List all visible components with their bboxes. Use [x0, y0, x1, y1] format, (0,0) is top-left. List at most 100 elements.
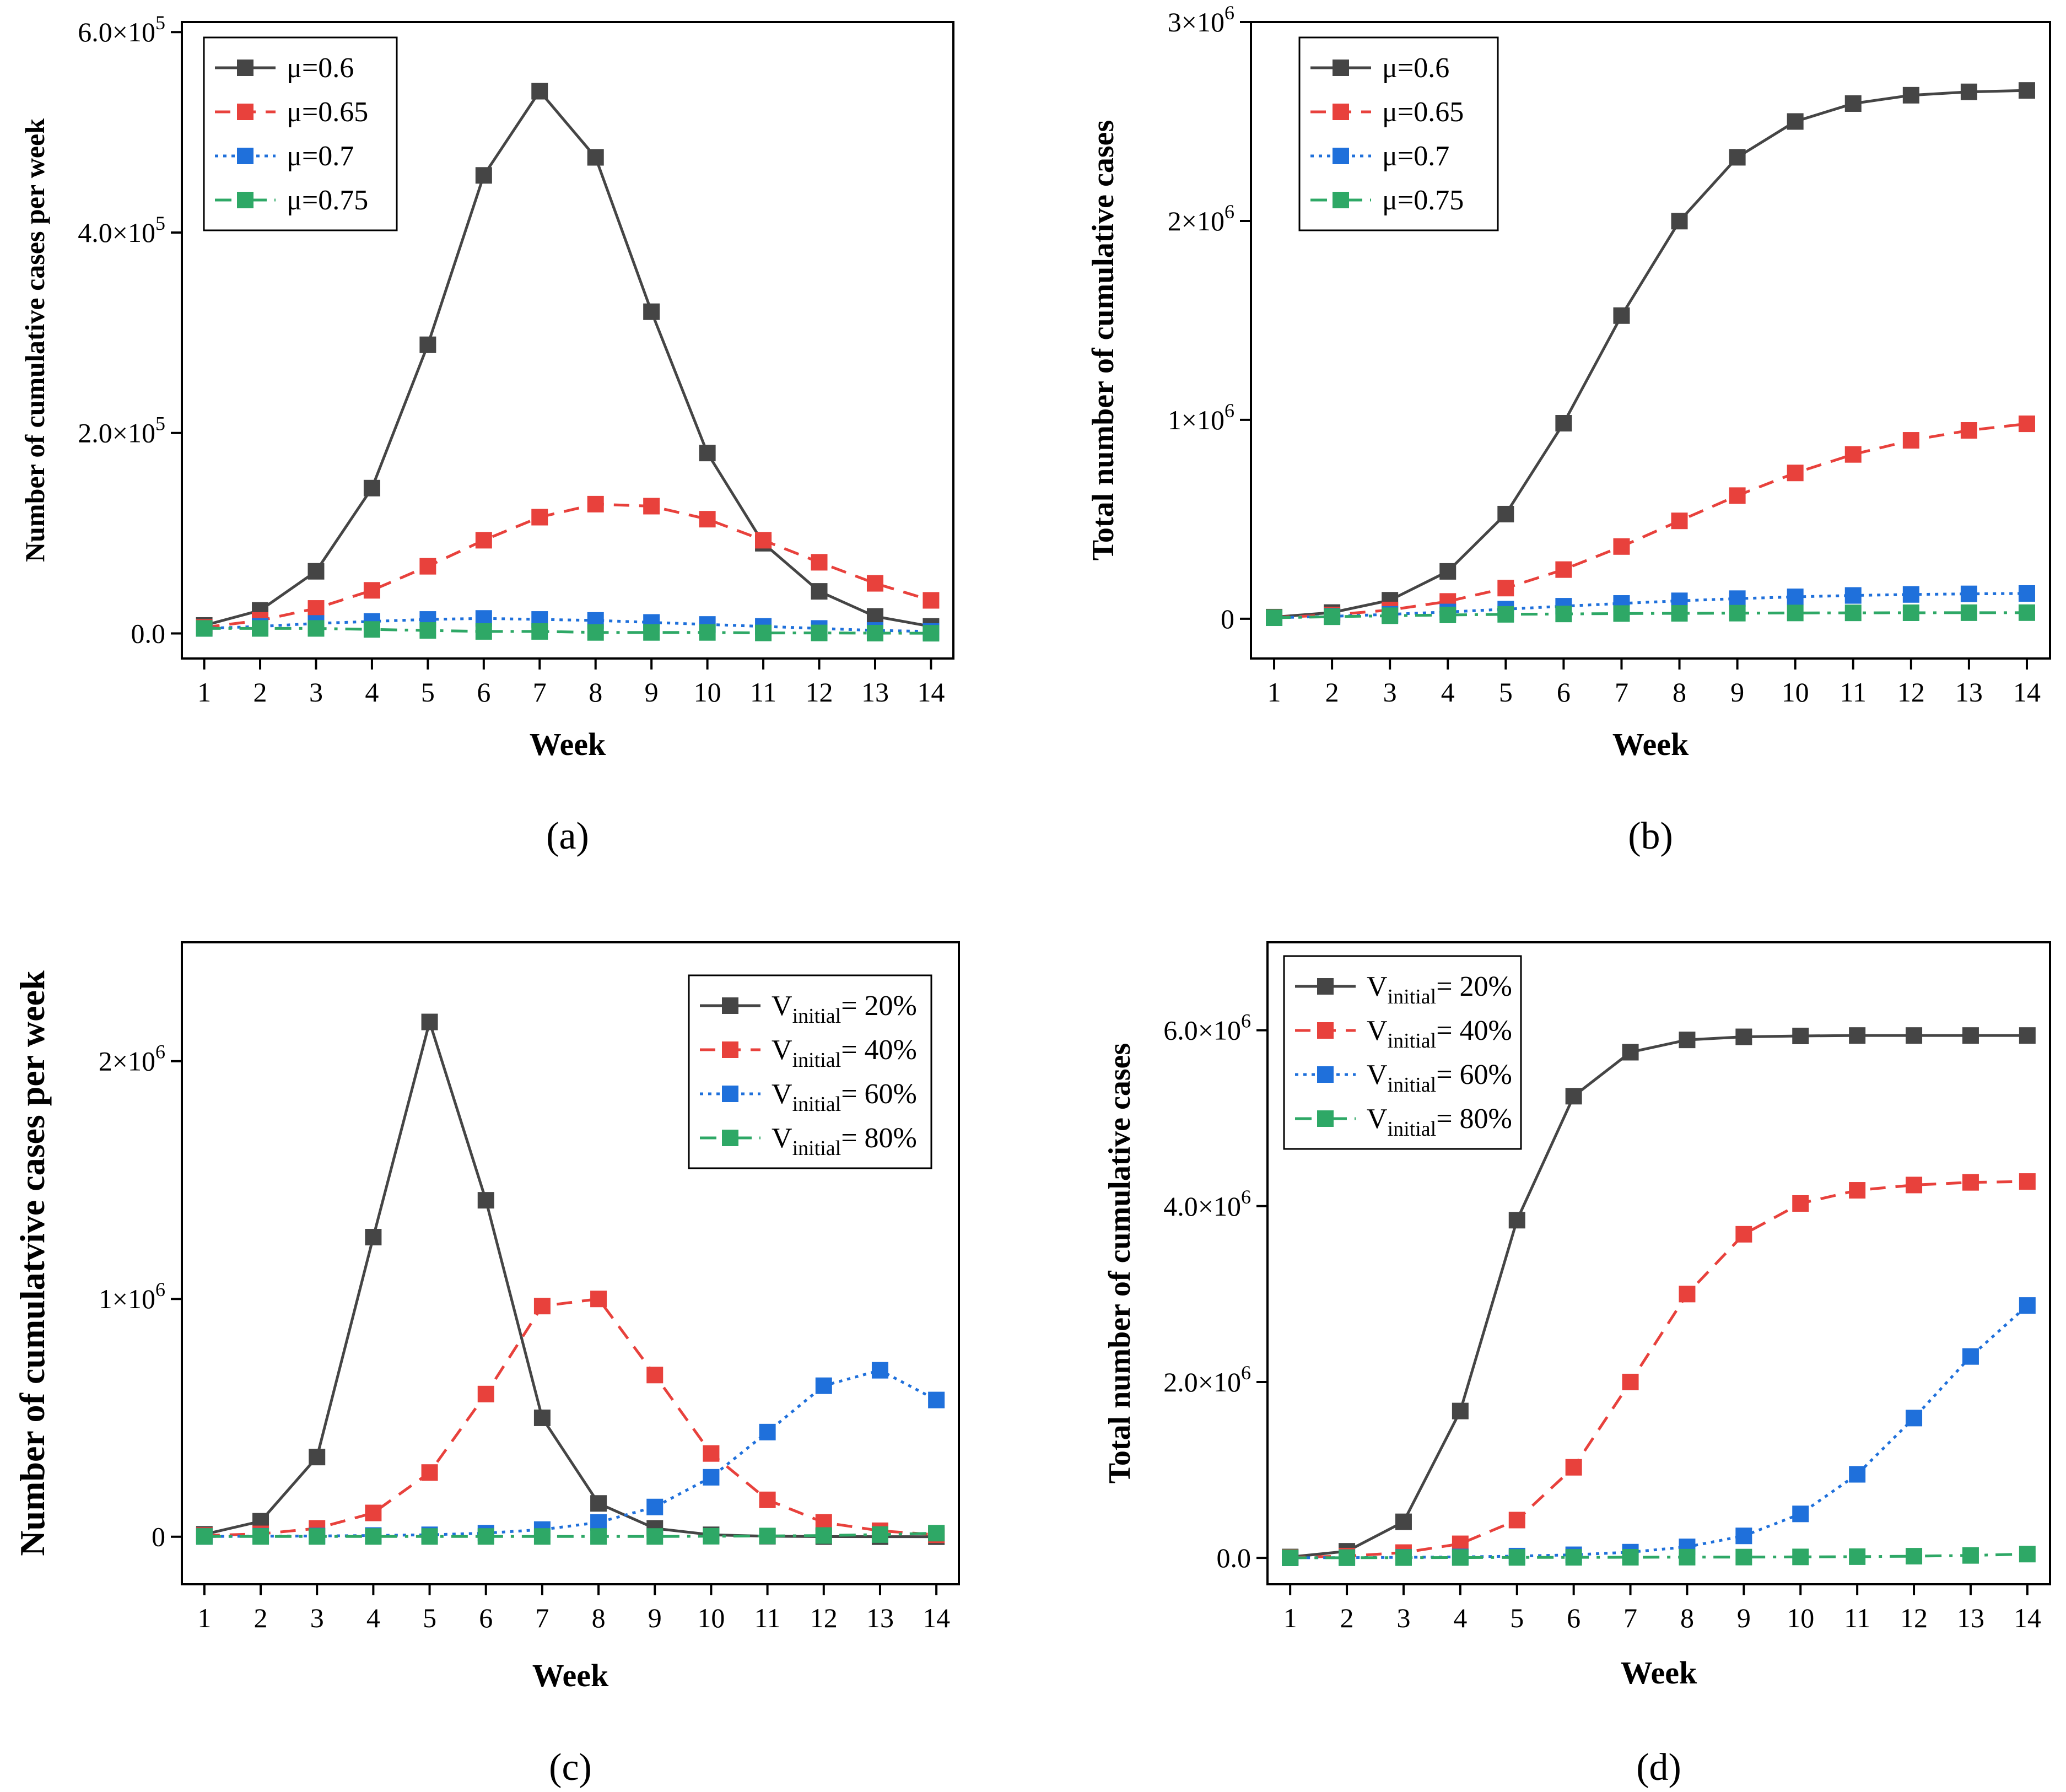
- y-tick-label: 4.0×105: [78, 212, 165, 248]
- data-point: [1787, 589, 1804, 606]
- x-tick-label: 11: [754, 1602, 781, 1633]
- data-point: [1497, 606, 1514, 623]
- data-point: [1671, 512, 1688, 530]
- data-point: [1282, 1549, 1299, 1566]
- data-point: [475, 167, 492, 184]
- legend-marker: [1317, 978, 1334, 995]
- x-tick-label: 3: [1396, 1602, 1410, 1633]
- y-tick-label: 2.0×106: [1163, 1362, 1251, 1397]
- data-point: [646, 1367, 664, 1384]
- x-tick-label: 4: [366, 1602, 380, 1633]
- data-point: [477, 1192, 494, 1209]
- data-point: [643, 303, 660, 320]
- data-point: [2019, 1297, 2036, 1314]
- data-point: [1906, 1410, 1923, 1427]
- data-point: [759, 1423, 776, 1440]
- data-point: [421, 1013, 438, 1030]
- data-point: [759, 1491, 776, 1508]
- data-point: [1395, 1513, 1412, 1530]
- data-point: [1382, 607, 1399, 624]
- data-point: [533, 1528, 551, 1545]
- panel-label: (b): [1628, 815, 1673, 857]
- data-point: [1792, 1195, 1809, 1212]
- data-point: [1792, 1505, 1809, 1523]
- data-point: [1555, 606, 1572, 623]
- legend-entry-label: Vinitial= 80%: [1367, 1103, 1512, 1141]
- x-tick-label: 13: [1955, 677, 1983, 708]
- data-point: [1452, 1402, 1469, 1419]
- legend-marker: [237, 148, 253, 164]
- data-point: [1902, 432, 1919, 449]
- data-point: [2019, 1173, 2036, 1190]
- legend-entry-label: Vinitial= 80%: [772, 1122, 917, 1160]
- data-point: [755, 624, 772, 641]
- data-point: [811, 583, 828, 600]
- data-point: [1671, 213, 1688, 230]
- y-tick-label: 4.0×106: [1163, 1186, 1251, 1222]
- data-point: [309, 1449, 326, 1466]
- data-point: [2019, 1546, 2036, 1563]
- data-point: [1902, 586, 1919, 603]
- y-tick-label: 0.0: [131, 618, 166, 649]
- y-axis-title: Number of cumulatvive cases per week: [13, 970, 52, 1556]
- data-point: [1735, 1527, 1752, 1545]
- data-point: [1671, 605, 1688, 622]
- data-point: [1324, 608, 1341, 625]
- x-tick-label: 6: [479, 1602, 493, 1633]
- data-point: [1787, 465, 1804, 482]
- y-axis-title: Number of cumulative cases per week: [19, 118, 50, 562]
- data-point: [1844, 446, 1862, 463]
- data-point: [1565, 1088, 1582, 1105]
- legend-entry-label: Vinitial= 40%: [772, 1034, 917, 1072]
- data-point: [1729, 604, 1746, 622]
- data-point: [1565, 1549, 1582, 1566]
- x-tick-label: 11: [1844, 1602, 1870, 1633]
- data-point: [646, 1498, 664, 1515]
- x-tick-label: 10: [1782, 677, 1809, 708]
- data-point: [811, 624, 828, 641]
- legend-entry-label: μ=0.65: [287, 96, 368, 128]
- x-tick-label: 6: [1567, 1602, 1580, 1633]
- x-tick-label: 3: [309, 677, 323, 708]
- y-tick-label: 1×106: [99, 1278, 165, 1314]
- x-tick-label: 4: [1441, 677, 1455, 708]
- data-point: [703, 1527, 720, 1545]
- legend-entry-label: μ=0.75: [1382, 185, 1464, 216]
- data-point: [1906, 1176, 1923, 1194]
- data-point: [1960, 422, 1977, 439]
- data-point: [703, 1469, 720, 1486]
- data-point: [1787, 604, 1804, 622]
- data-point: [475, 623, 492, 640]
- data-point: [1902, 604, 1919, 621]
- x-tick-label: 12: [1900, 1602, 1928, 1633]
- data-point: [923, 625, 940, 642]
- x-tick-label: 7: [533, 677, 547, 708]
- data-point: [196, 620, 213, 637]
- data-point: [1735, 1226, 1752, 1243]
- data-point: [866, 608, 883, 625]
- data-point: [1735, 1548, 1752, 1566]
- x-tick-label: 11: [750, 677, 776, 708]
- data-point: [252, 620, 269, 637]
- data-point: [699, 445, 716, 462]
- x-tick-label: 12: [806, 677, 833, 708]
- data-point: [1339, 1549, 1356, 1566]
- data-point: [1613, 605, 1630, 622]
- x-tick-label: 5: [421, 677, 435, 708]
- data-point: [1508, 1212, 1525, 1229]
- legend: μ=0.6 μ=0.65 μ=0.7 μ=0.75: [1298, 36, 1499, 231]
- data-point: [1679, 1548, 1696, 1566]
- data-point: [1792, 1548, 1809, 1566]
- data-point: [1849, 1182, 1866, 1199]
- data-point: [1613, 307, 1630, 324]
- x-tick-label: 13: [866, 1602, 894, 1633]
- series-line: [1274, 89, 2027, 619]
- x-tick-label: 3: [310, 1602, 324, 1633]
- data-point: [590, 1495, 607, 1512]
- data-point: [1729, 149, 1746, 166]
- y-tick-label: 1×106: [1168, 400, 1234, 435]
- legend-marker: [1317, 1066, 1334, 1083]
- legend-entry-label: Vinitial= 40%: [1367, 1015, 1512, 1052]
- data-point: [1729, 487, 1746, 504]
- legend-marker: [1333, 104, 1349, 120]
